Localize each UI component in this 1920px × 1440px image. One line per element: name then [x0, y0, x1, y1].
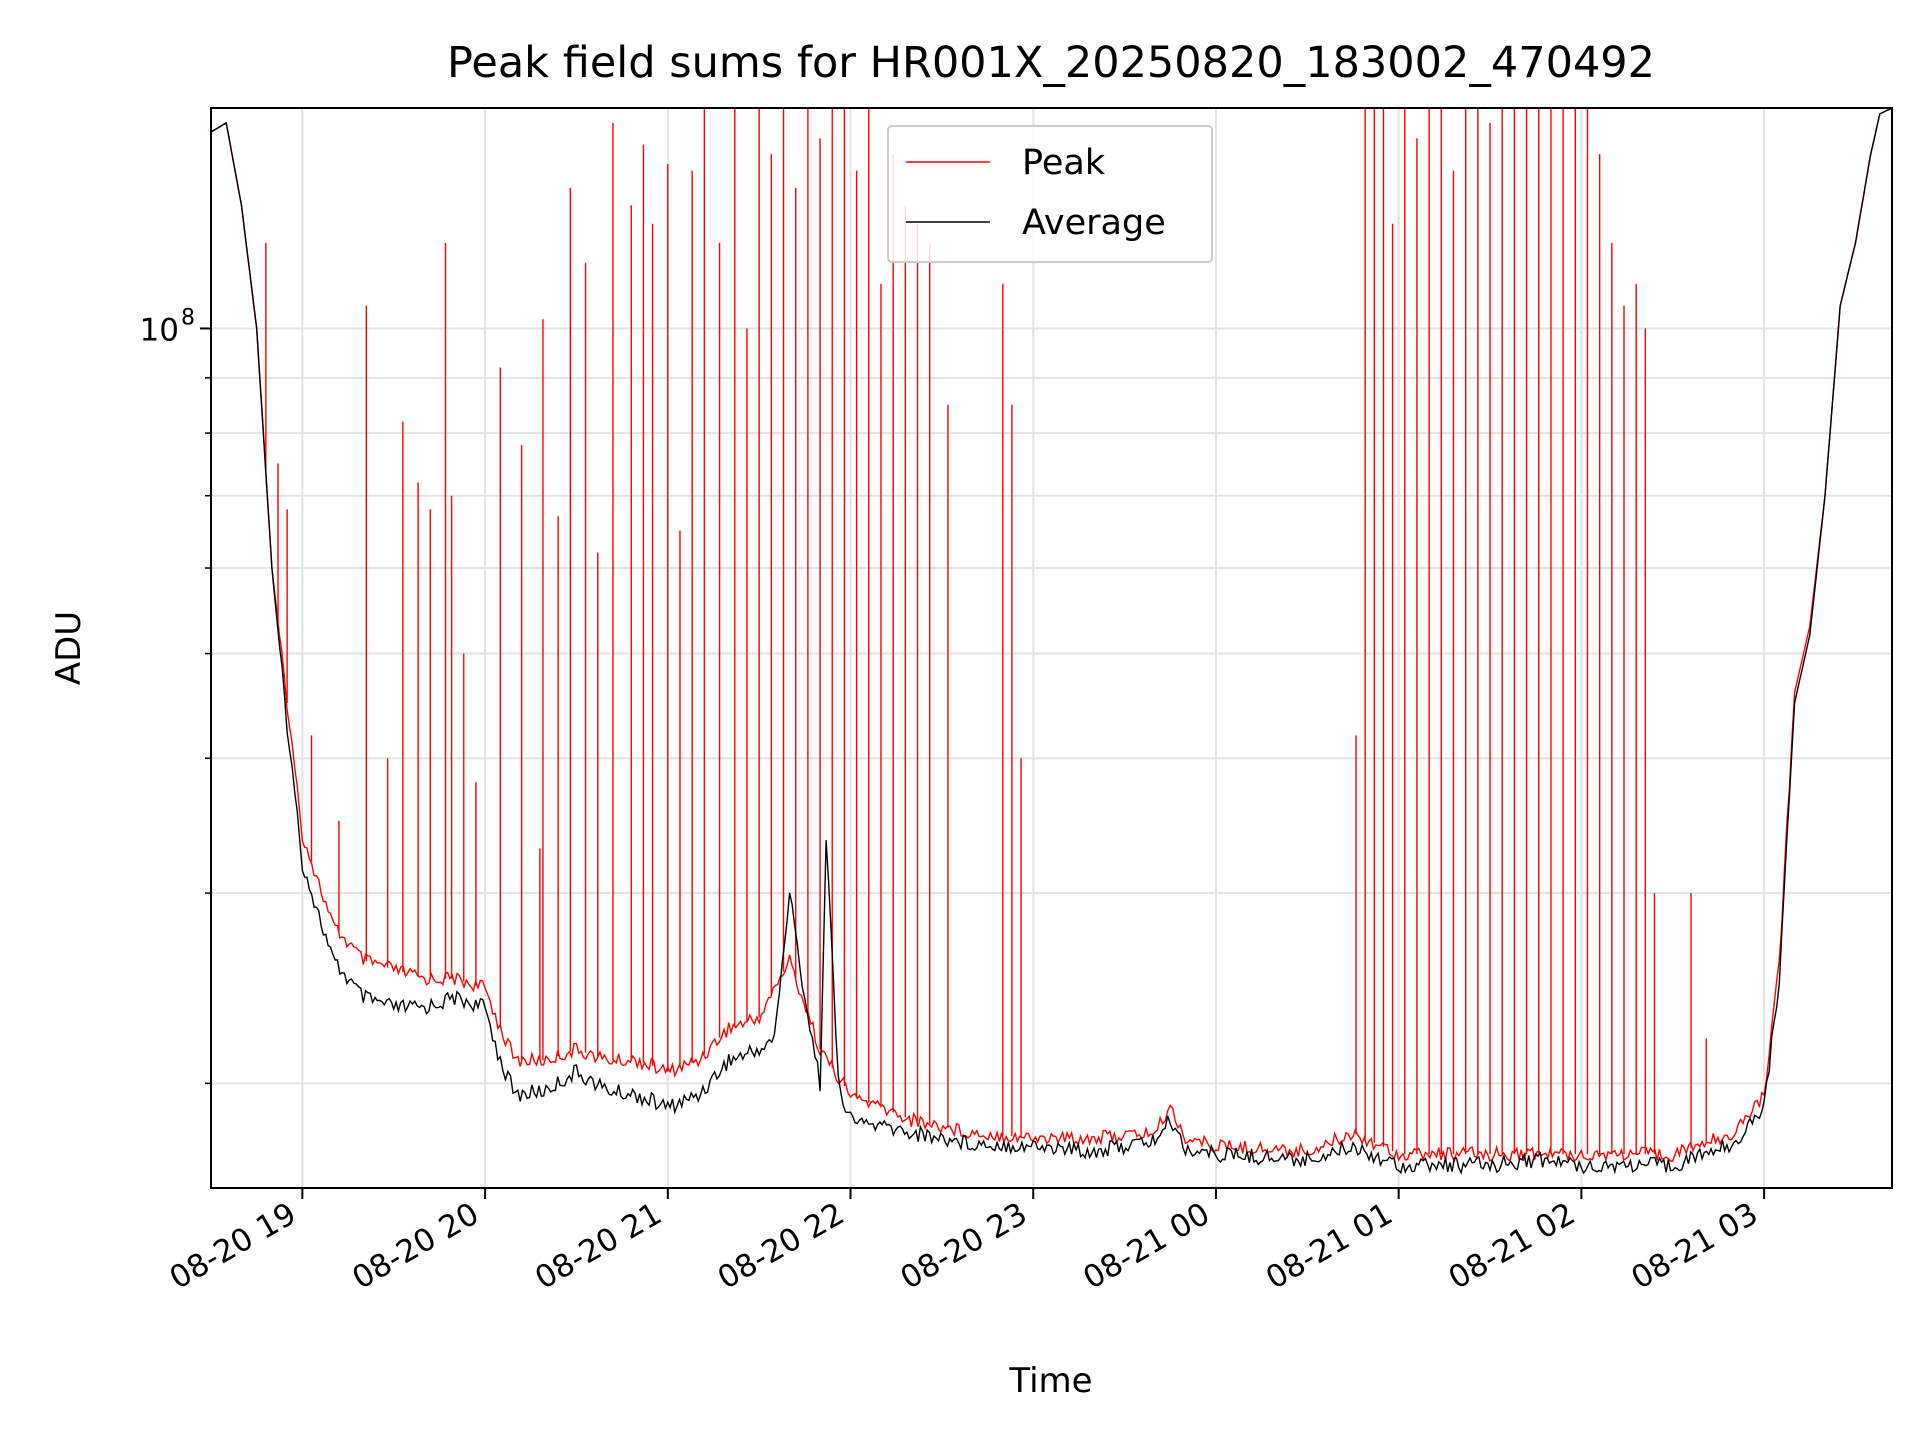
- y-axis-label: ADU: [49, 611, 89, 685]
- series-average-line: [210, 107, 1893, 1175]
- chart-title: Peak field sums for HR001X_20250820_1830…: [447, 38, 1655, 88]
- legend-box: [887, 125, 1213, 263]
- plot-frame: [210, 107, 1893, 1189]
- series-layer: [210, 107, 1893, 1175]
- legend-average-label: Average: [1022, 203, 1166, 243]
- x-axis-label: Time: [1008, 1361, 1092, 1401]
- y-tick-label: 10: [140, 312, 179, 348]
- legend: Peak Average: [887, 125, 1213, 263]
- y-tick-label-exponent: 8: [181, 305, 195, 330]
- legend-peak-label: Peak: [1022, 143, 1106, 183]
- series-peak-line: [210, 107, 1893, 1163]
